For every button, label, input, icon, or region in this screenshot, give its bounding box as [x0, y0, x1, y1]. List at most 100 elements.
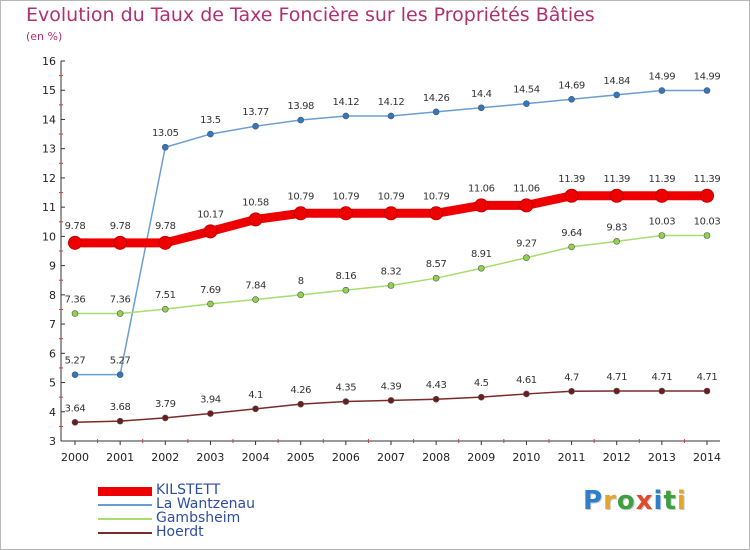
data-label-kilstett: 10.58 [242, 197, 269, 208]
data-label-hoerdt: 4.35 [336, 383, 357, 394]
logo-letter: P [583, 486, 604, 516]
data-label-la-wantzenau: 5.27 [65, 356, 86, 367]
data-point-gambsheim [116, 310, 124, 317]
legend-label-hoerdt: Hoerdt [156, 524, 204, 540]
data-point-la-wantzenau [252, 122, 259, 130]
chart-title: Evolution du Taux de Taxe Foncière sur l… [26, 4, 595, 26]
data-label-gambsheim: 9.64 [561, 228, 582, 239]
data-point-hoerdt [658, 387, 666, 395]
data-point-kilstett [654, 188, 669, 203]
data-point-la-wantzenau [432, 108, 440, 116]
data-point-kilstett [609, 188, 624, 203]
data-point-la-wantzenau [71, 371, 79, 378]
data-point-kilstett [564, 188, 579, 203]
x-tick-label: 2012 [603, 451, 631, 464]
data-label-hoerdt: 4.7 [564, 372, 579, 383]
data-point-la-wantzenau [658, 87, 666, 94]
data-point-hoerdt [568, 388, 575, 395]
data-label-gambsheim: 8.57 [426, 259, 447, 270]
data-label-gambsheim: 7.36 [110, 295, 131, 306]
data-label-la-wantzenau: 14.69 [558, 80, 585, 91]
data-point-gambsheim [342, 286, 350, 294]
data-point-kilstett [429, 206, 444, 221]
data-label-hoerdt: 3.64 [65, 403, 86, 414]
data-point-la-wantzenau [523, 100, 530, 107]
data-label-kilstett: 9.78 [110, 221, 131, 232]
data-label-kilstett: 10.79 [333, 191, 360, 202]
legend-label-gambsheim: Gambsheim [156, 510, 241, 526]
data-point-kilstett [203, 224, 218, 239]
data-point-la-wantzenau [342, 112, 350, 120]
x-tick-label: 2002 [151, 451, 179, 464]
data-point-gambsheim [252, 296, 259, 303]
data-label-gambsheim: 9.27 [516, 239, 537, 250]
data-label-la-wantzenau: 14.26 [423, 93, 450, 104]
y-tick-label: 4 [49, 406, 56, 419]
x-tick-label: 2009 [467, 451, 495, 464]
data-point-gambsheim [568, 243, 575, 251]
data-point-la-wantzenau [568, 95, 575, 103]
data-point-gambsheim [387, 282, 395, 289]
data-label-gambsheim: 8 [298, 276, 304, 287]
x-tick-label: 2011 [558, 451, 586, 464]
data-label-la-wantzenau: 14.99 [649, 72, 676, 83]
legend-swatch-hoerdt [98, 532, 152, 534]
data-point-gambsheim [477, 264, 485, 272]
data-point-kilstett [338, 206, 353, 221]
data-point-hoerdt [613, 387, 621, 395]
data-label-la-wantzenau: 14.84 [603, 76, 630, 87]
proxiti-logo[interactable]: Proxiti [583, 486, 687, 516]
data-label-la-wantzenau: 13.77 [242, 107, 269, 118]
data-label-hoerdt: 4.39 [381, 381, 402, 392]
data-point-la-wantzenau [477, 104, 485, 112]
data-point-hoerdt [252, 405, 259, 413]
data-label-kilstett: 9.78 [155, 221, 176, 232]
x-tick-label: 2013 [648, 451, 676, 464]
logo-letter: x [635, 486, 654, 516]
data-label-kilstett: 10.79 [287, 191, 314, 202]
data-point-gambsheim [71, 310, 79, 317]
logo-letter: r [603, 486, 617, 516]
data-label-kilstett: 11.06 [468, 183, 495, 194]
x-tick-label: 2007 [377, 451, 405, 464]
data-point-hoerdt [342, 398, 350, 405]
data-label-la-wantzenau: 14.12 [333, 97, 360, 108]
data-label-la-wantzenau: 13.98 [287, 101, 314, 112]
x-tick-label: 2000 [61, 451, 89, 464]
data-label-la-wantzenau: 13.5 [200, 115, 221, 126]
data-point-kilstett [474, 198, 489, 213]
data-point-hoerdt [116, 417, 124, 425]
y-tick-label: 8 [49, 289, 56, 302]
x-tick-label: 2014 [693, 451, 721, 464]
data-point-hoerdt [161, 414, 169, 422]
x-tick-label: 2010 [512, 451, 540, 464]
data-point-kilstett [384, 206, 398, 221]
y-tick-label: 10 [42, 230, 56, 243]
legend-swatch-gambsheim [98, 518, 152, 520]
data-point-la-wantzenau [207, 130, 214, 138]
data-label-kilstett: 11.39 [603, 174, 630, 185]
data-point-gambsheim [703, 232, 711, 239]
y-tick-label: 7 [49, 318, 56, 331]
data-label-gambsheim: 8.91 [471, 249, 492, 260]
data-point-hoerdt [477, 393, 485, 401]
y-tick-label: 9 [49, 260, 56, 273]
data-label-la-wantzenau: 14.54 [513, 85, 540, 96]
x-tick-label: 2001 [106, 451, 134, 464]
data-point-la-wantzenau [116, 371, 124, 378]
data-label-kilstett: 10.79 [423, 191, 450, 202]
data-label-gambsheim: 8.32 [381, 266, 402, 277]
x-tick-label: 2003 [196, 451, 224, 464]
data-label-kilstett: 11.39 [649, 174, 676, 185]
data-point-gambsheim [658, 232, 666, 239]
data-label-hoerdt: 3.68 [110, 402, 131, 413]
data-label-gambsheim: 8.16 [336, 271, 357, 282]
x-tick-label: 2006 [332, 451, 360, 464]
data-label-gambsheim: 7.51 [155, 290, 176, 301]
data-label-hoerdt: 4.5 [474, 378, 489, 389]
data-point-hoerdt [432, 395, 440, 403]
x-tick-label: 2008 [422, 451, 450, 464]
data-label-gambsheim: 7.69 [200, 285, 221, 296]
data-point-hoerdt [71, 418, 79, 426]
